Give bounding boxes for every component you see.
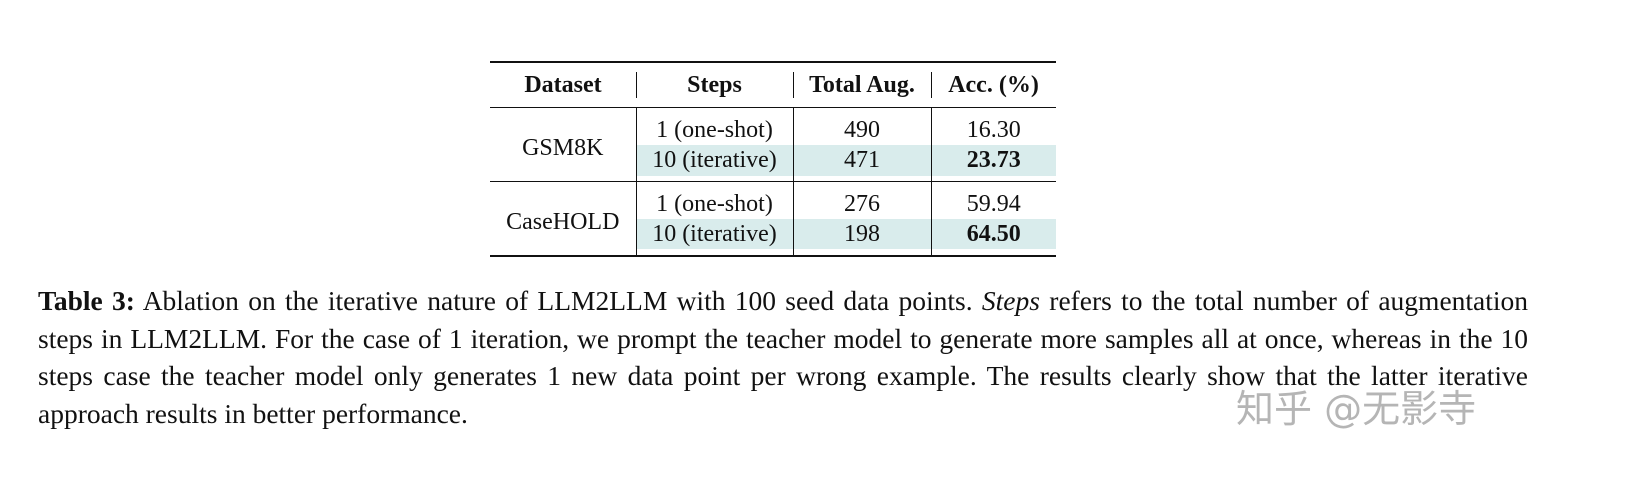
total-aug-cell: 471 — [792, 145, 931, 182]
watermark: 知乎 @无影寺 — [1236, 387, 1477, 431]
header-cell: Acc. (%) — [931, 62, 1056, 108]
caption-label: Table 3: — [38, 285, 135, 316]
steps-cell: 10 (iterative) — [635, 145, 793, 182]
steps-cell: 1 (one-shot) — [635, 107, 793, 145]
header-cell: Total Aug. — [793, 62, 931, 108]
header-row: Dataset Steps Total Aug. Acc. (%) — [490, 62, 1056, 108]
header-cell: Dataset — [524, 71, 602, 98]
caption-text: refers to the total number of augmentati… — [38, 285, 1529, 429]
results-table: Dataset Steps Total Aug. Acc. (%) GSM8K 1… — [490, 61, 1056, 257]
total-aug-cell: 198 — [792, 219, 931, 256]
table-row: 10 (iterative) 198 64.50 — [490, 219, 1056, 256]
steps-cell: 10 (iterative) — [635, 219, 793, 256]
total-aug-cell: 490 — [792, 107, 931, 145]
caption-text: Ablation on the iterative nature of LLM2… — [142, 285, 973, 316]
dataset-cell: CaseHOLD — [506, 209, 620, 235]
acc-cell: 64.50 — [930, 219, 1056, 256]
header-cell: Steps — [636, 62, 793, 108]
caption-emphasis: Steps — [981, 285, 1040, 316]
acc-cell: 59.94 — [930, 181, 1056, 219]
steps-cell: 1 (one-shot) — [635, 181, 793, 219]
acc-cell: 16.30 — [930, 107, 1056, 145]
table-row: 10 (iterative) 471 23.73 — [490, 145, 1056, 182]
total-aug-cell: 276 — [792, 181, 931, 219]
caption: Table 3: Ablation on the iterative natur… — [38, 282, 1528, 432]
table-row: GSM8K 1 (one-shot) 490 16.30 — [490, 107, 1056, 161]
acc-cell: 23.73 — [930, 145, 1056, 182]
table-row: CaseHOLD 1 (one-shot) 276 59.94 — [490, 181, 1056, 235]
table-group: CaseHOLD 1 (one-shot) 276 59.94 10 (iterativ… — [490, 181, 1056, 256]
table-group: GSM8K 1 (one-shot) 490 16.30 10 (iterative) 4… — [490, 107, 1056, 182]
dataset-cell: GSM8K — [522, 135, 604, 161]
